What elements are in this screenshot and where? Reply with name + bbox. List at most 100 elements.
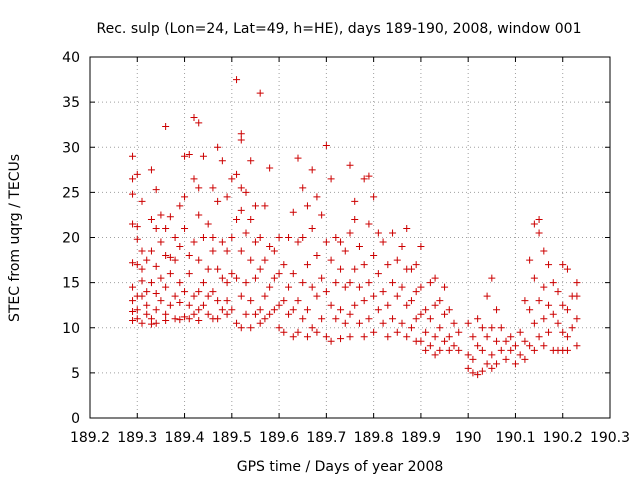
data-point [445,346,453,354]
data-point [299,184,307,192]
data-points [129,76,581,379]
data-point [171,234,179,241]
data-point [285,234,293,241]
data-point [355,243,363,251]
data-point [138,265,146,273]
data-point [346,229,354,237]
data-point [384,301,392,309]
data-point [417,283,425,291]
data-point [129,175,137,183]
data-point [299,279,307,287]
data-point [393,328,401,336]
data-point [133,235,141,243]
data-point [530,274,538,282]
data-point [129,190,137,198]
data-point [237,184,245,192]
data-point [441,310,449,318]
data-point [563,346,571,354]
data-point [195,306,203,314]
data-point [147,279,155,287]
data-point [129,297,137,305]
data-point [157,238,165,246]
data-point [313,328,321,336]
y-tick-label: 5 [71,366,80,382]
data-point [138,277,146,285]
data-point [261,315,269,323]
data-point [521,337,529,345]
data-point [403,301,411,309]
data-point [355,283,363,291]
data-point [436,346,444,354]
data-point [374,306,382,314]
data-point [129,152,137,160]
data-point [266,164,274,172]
x-tick-label: 189.4 [164,430,204,446]
data-point [502,337,510,345]
data-point [162,310,170,318]
data-point [166,301,174,309]
data-point [431,333,439,341]
data-point [379,319,387,327]
data-point [426,279,434,287]
data-point [469,369,477,377]
data-point [275,270,283,278]
data-point [502,355,510,363]
data-point [218,306,226,314]
data-point [530,346,538,354]
data-point [195,288,203,296]
data-point [417,310,425,318]
data-point [573,279,581,287]
data-point [332,315,340,323]
data-point [483,360,491,368]
y-tick-label: 20 [62,231,80,247]
data-point [488,351,496,359]
data-point [185,150,193,158]
data-point [233,170,241,178]
data-point [237,292,245,300]
data-point [337,265,345,273]
data-point [266,243,274,251]
y-tick-label: 35 [62,95,80,111]
data-point [431,301,439,309]
data-point [511,360,519,368]
data-point [549,310,557,318]
data-point [540,247,548,255]
data-point [332,279,340,287]
data-point [247,297,255,305]
data-point [450,342,458,350]
data-point [563,265,571,273]
x-tick-label: 189.6 [259,430,299,446]
data-point [247,324,255,332]
data-point [573,315,581,323]
data-point [147,215,155,223]
data-point [294,297,302,305]
y-tick-label: 40 [62,50,80,66]
data-point [133,170,141,178]
data-point [398,243,406,251]
data-point [171,292,179,300]
data-point [190,238,198,246]
data-point [129,308,137,316]
data-point [455,328,463,336]
data-point [185,315,193,323]
x-axis-label: GPS time / Days of year 2008 [237,459,444,475]
data-point [540,315,548,323]
data-point [337,306,345,314]
data-point [412,288,420,296]
data-point [303,306,311,314]
data-point [228,306,236,314]
data-point [493,306,501,314]
data-point [190,113,198,121]
data-point [176,279,184,287]
x-tick-label: 189.3 [117,430,157,446]
data-point [256,234,264,241]
data-point [133,315,141,323]
data-point [171,256,179,264]
data-point [152,186,160,194]
data-point [152,262,160,270]
data-point [233,274,241,282]
data-point [436,324,444,332]
x-tick-label: 189.2 [70,430,110,446]
data-point [261,202,269,210]
data-point [563,306,571,314]
